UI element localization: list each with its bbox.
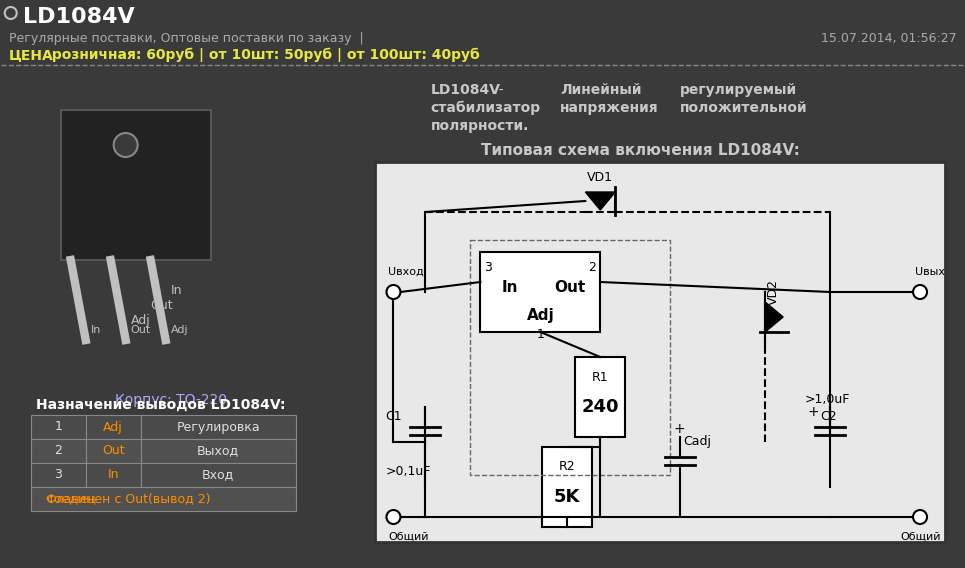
Text: 240: 240	[582, 398, 619, 416]
Text: Вход: Вход	[202, 469, 234, 482]
Text: VD1: VD1	[588, 170, 614, 183]
Text: C2: C2	[820, 411, 837, 424]
Text: 1: 1	[537, 328, 544, 340]
Text: Adj: Adj	[171, 325, 188, 335]
Text: Корпус: TO-220: Корпус: TO-220	[115, 393, 227, 407]
Circle shape	[913, 510, 927, 524]
Text: Uвых: Uвых	[915, 267, 945, 277]
FancyBboxPatch shape	[31, 415, 86, 439]
Polygon shape	[765, 302, 784, 332]
Text: +: +	[674, 422, 685, 436]
Text: Adj: Adj	[130, 314, 151, 327]
Text: -: -	[490, 83, 512, 97]
Text: Out: Out	[151, 299, 174, 311]
Circle shape	[386, 285, 400, 299]
Text: +: +	[807, 405, 818, 419]
Text: Adj: Adj	[103, 420, 124, 433]
Text: ЦЕНА: ЦЕНА	[9, 48, 53, 62]
Text: полярности.: полярности.	[430, 119, 529, 133]
Text: C1: C1	[385, 411, 401, 424]
Circle shape	[114, 133, 138, 157]
Text: 2: 2	[589, 261, 596, 274]
Text: напряжения: напряжения	[561, 101, 659, 115]
Text: >1,0uF: >1,0uF	[805, 394, 850, 407]
Text: Cadj: Cadj	[683, 436, 711, 449]
Text: Линейный: Линейный	[561, 83, 642, 97]
FancyBboxPatch shape	[542, 447, 593, 527]
Circle shape	[913, 285, 927, 299]
Text: 3: 3	[484, 261, 492, 274]
Text: положительной: положительной	[680, 101, 808, 115]
Text: Типовая схема включения LD1084V:: Типовая схема включения LD1084V:	[481, 143, 800, 157]
FancyBboxPatch shape	[61, 110, 210, 260]
Text: Регулярные поставки, Оптовые поставки по заказу  |: Регулярные поставки, Оптовые поставки по…	[9, 31, 364, 44]
FancyBboxPatch shape	[86, 463, 141, 487]
FancyBboxPatch shape	[86, 415, 141, 439]
Text: VD2: VD2	[766, 279, 780, 305]
FancyBboxPatch shape	[141, 439, 295, 463]
Text: регулируемый: регулируемый	[680, 83, 797, 97]
Text: 1: 1	[54, 420, 62, 433]
Text: розничная: 60руб | от 10шт: 50руб | от 100шт: 40руб: розничная: 60руб | от 10шт: 50руб | от 1…	[46, 48, 480, 62]
FancyBboxPatch shape	[141, 463, 295, 487]
Text: In: In	[107, 469, 119, 482]
Circle shape	[386, 510, 400, 524]
Text: In: In	[502, 279, 518, 294]
FancyBboxPatch shape	[31, 463, 86, 487]
Text: Общий: Общий	[389, 532, 429, 542]
FancyBboxPatch shape	[86, 439, 141, 463]
Text: 3: 3	[54, 469, 62, 482]
Text: 5K: 5K	[554, 488, 581, 506]
Text: Регулировка: Регулировка	[177, 420, 260, 433]
FancyBboxPatch shape	[481, 252, 600, 332]
Text: Фланец: Фланец	[45, 492, 96, 506]
Text: Out: Out	[555, 279, 586, 294]
FancyBboxPatch shape	[31, 439, 86, 463]
Text: LD1084V: LD1084V	[23, 7, 134, 27]
Text: 2: 2	[54, 445, 62, 457]
Text: Out: Out	[102, 445, 124, 457]
Text: In: In	[171, 283, 182, 296]
FancyBboxPatch shape	[31, 487, 295, 511]
Text: Общий: Общий	[900, 532, 941, 542]
Text: Выход: Выход	[197, 445, 239, 457]
Text: LD1084V: LD1084V	[430, 83, 501, 97]
FancyBboxPatch shape	[575, 357, 625, 437]
Text: Uвход: Uвход	[389, 267, 425, 277]
Text: Out: Out	[130, 325, 151, 335]
Text: Adj: Adj	[527, 307, 554, 323]
Text: In: In	[91, 325, 101, 335]
Polygon shape	[586, 192, 616, 210]
FancyBboxPatch shape	[141, 415, 295, 439]
Text: стабилизатор: стабилизатор	[430, 101, 540, 115]
Text: 15.07.2014, 01:56:27: 15.07.2014, 01:56:27	[821, 31, 957, 44]
Circle shape	[5, 7, 16, 19]
Text: R1: R1	[592, 370, 609, 383]
Text: >0,1uF: >0,1uF	[385, 466, 430, 478]
Text: соединен с Out(вывод 2): соединен с Out(вывод 2)	[47, 492, 210, 506]
Text: R2: R2	[559, 461, 575, 474]
Text: Назначение выводов LD1084V:: Назначение выводов LD1084V:	[36, 398, 286, 412]
FancyBboxPatch shape	[375, 162, 945, 542]
